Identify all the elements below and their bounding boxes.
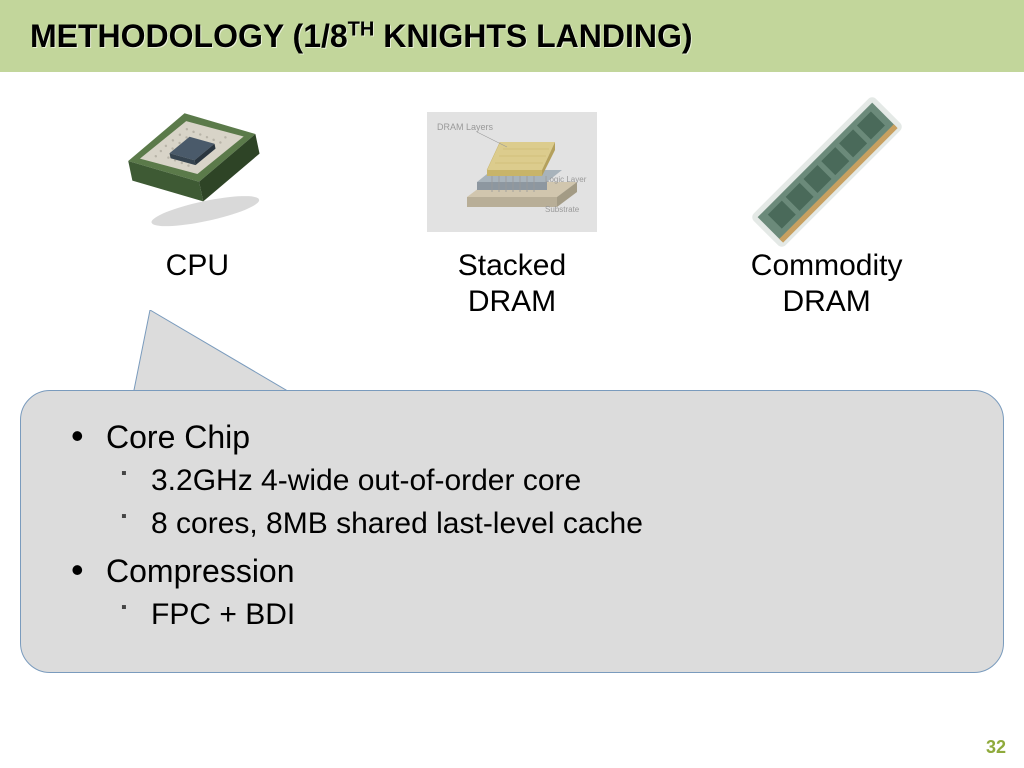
stacked-dram-label: Stacked DRAM <box>458 248 566 320</box>
stacked-dram-image: DRAM Layers Logic Layer Substrate <box>422 102 602 242</box>
component-stacked-dram: DRAM Layers Logic Layer Substrate Stacke… <box>372 102 652 320</box>
stacked-label-mid: Logic Layer <box>545 175 587 184</box>
callout-subitem: 3.2GHz 4-wide out-of-order core <box>106 461 968 502</box>
callout-item-compression: Compression FPC + BDI <box>71 550 968 636</box>
title-prefix: METHODOLOGY (1/8 <box>30 18 348 54</box>
title-sup: TH <box>348 18 375 40</box>
stacked-label-top: DRAM Layers <box>437 122 494 132</box>
slide-title: METHODOLOGY (1/8TH KNIGHTS LANDING) <box>30 18 693 55</box>
title-suffix: KNIGHTS LANDING) <box>374 18 692 54</box>
cpu-image <box>107 102 287 242</box>
cpu-label: CPU <box>166 248 229 284</box>
components-row: CPU <box>0 102 1024 320</box>
dimm-icon <box>738 84 915 261</box>
stacked-label-bot: Substrate <box>545 205 580 214</box>
title-bar: METHODOLOGY (1/8TH KNIGHTS LANDING) <box>0 0 1024 72</box>
callout-box: Core Chip 3.2GHz 4-wide out-of-order cor… <box>20 390 1004 673</box>
cpu-icon <box>109 88 285 256</box>
callout: Core Chip 3.2GHz 4-wide out-of-order cor… <box>20 390 1004 673</box>
callout-subitem: FPC + BDI <box>106 595 968 636</box>
callout-item-core-chip: Core Chip 3.2GHz 4-wide out-of-order cor… <box>71 416 968 544</box>
component-commodity-dram: Commodity DRAM <box>687 102 967 320</box>
component-cpu: CPU <box>57 102 337 284</box>
stacked-dram-icon: DRAM Layers Logic Layer Substrate <box>427 112 597 232</box>
callout-subitem: 8 cores, 8MB shared last-level cache <box>106 504 968 545</box>
page-number: 32 <box>986 737 1006 758</box>
commodity-dram-label: Commodity DRAM <box>751 248 903 320</box>
commodity-dram-image <box>737 102 917 242</box>
